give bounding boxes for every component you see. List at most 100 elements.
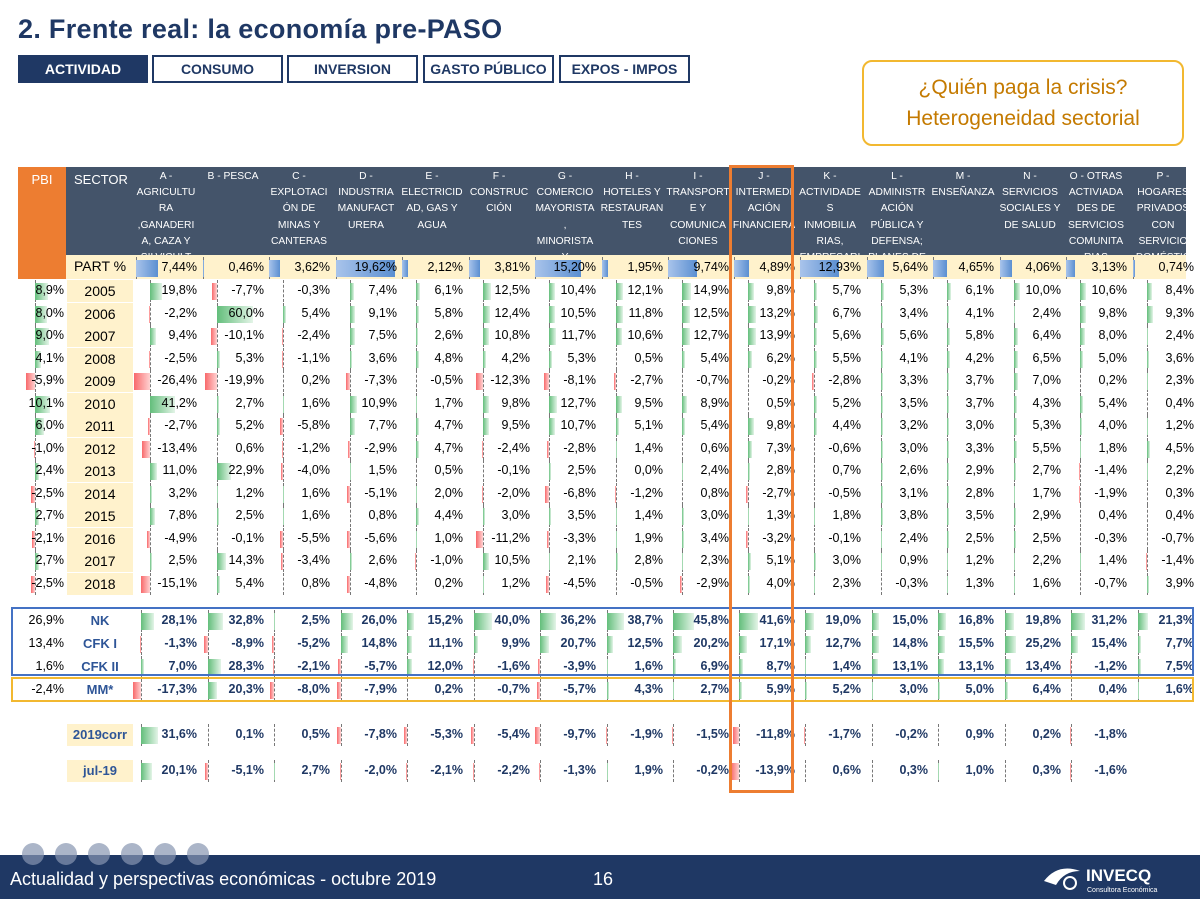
tab-gasto-publico[interactable]: GASTO PÚBLICO — [423, 55, 554, 83]
cell-value: 0,2% — [434, 682, 464, 696]
bar-axis — [549, 482, 551, 505]
cell-value: 5,3% — [1032, 418, 1062, 432]
cell-value: 9,8% — [1098, 305, 1128, 320]
value-cell: 3,0% — [797, 550, 863, 572]
grid-icon[interactable] — [121, 843, 143, 865]
menu-icon[interactable] — [187, 843, 209, 865]
cell-value: 38,7% — [627, 613, 663, 627]
data-bar — [217, 508, 219, 525]
year-label: 2009 — [67, 370, 133, 392]
value-cell: 1,6% — [266, 392, 332, 415]
cell-value: 2,9% — [1032, 508, 1062, 522]
data-bar — [35, 418, 44, 435]
value-cell: -5,9% — [18, 370, 66, 392]
cell-value: -11,2% — [491, 530, 530, 545]
cell-value: 9,5% — [501, 418, 531, 432]
data-bar — [33, 440, 35, 458]
data-bar — [350, 350, 353, 368]
bar-axis — [217, 325, 219, 347]
value-cell: -5,6% — [333, 527, 399, 550]
nav-icon[interactable] — [55, 843, 77, 865]
bar-axis — [616, 460, 618, 482]
bar-axis — [805, 724, 807, 746]
cell-value: 2,4% — [700, 463, 730, 477]
sector-header-line: EXPLOTACI — [270, 187, 328, 199]
value-cell: 1,3% — [731, 505, 797, 527]
data-bar — [473, 659, 474, 676]
value-cell: -1,3% — [532, 760, 598, 782]
data-bar — [31, 485, 35, 503]
value-cell: 10,5% — [466, 550, 532, 572]
value-cell: 4,3% — [599, 679, 665, 701]
value-cell: 2,7% — [18, 550, 66, 572]
tab-consumo[interactable]: CONSUMO — [152, 55, 283, 83]
data-bar — [1147, 283, 1153, 300]
value-cell: -0,1% — [797, 527, 863, 550]
cell-value: -1,9% — [630, 727, 663, 741]
data-bar — [1146, 553, 1147, 570]
cell-value: -0,2% — [762, 373, 795, 387]
value-cell: 10,6% — [599, 325, 665, 347]
data-bar — [217, 463, 231, 480]
data-bar — [35, 463, 39, 480]
cell-value: -0,7% — [497, 682, 530, 696]
bar-axis — [540, 656, 542, 678]
tab-inversion[interactable]: INVERSION — [287, 55, 418, 83]
value-cell: 2,2% — [1130, 460, 1196, 482]
cell-value: 7,4% — [368, 283, 398, 297]
nav-icon[interactable] — [22, 843, 44, 865]
cell-value: 26,9% — [28, 613, 64, 627]
data-bar — [1014, 418, 1018, 435]
cell-value: 5,4% — [700, 418, 730, 432]
value-cell: 14,9% — [665, 280, 731, 302]
cell-value: -2,9% — [364, 440, 397, 455]
cell-value: -11,8% — [756, 727, 795, 741]
cell-value: -17,3% — [157, 682, 197, 696]
value-cell: 1,2% — [466, 572, 532, 595]
data-bar — [1014, 553, 1016, 570]
value-cell: 0,6% — [797, 760, 863, 782]
value-cell: -0,6% — [797, 437, 863, 460]
cell-value: 0,6% — [235, 440, 265, 455]
data-bar — [474, 636, 479, 653]
value-cell: 4,1% — [930, 302, 996, 325]
bar-axis — [416, 550, 418, 572]
value-cell: 5,1% — [599, 415, 665, 437]
cell-value: 40,0% — [494, 613, 530, 627]
value-cell: 3,8% — [864, 505, 930, 527]
value-cell: -2,4% — [466, 437, 532, 460]
tab-actividad[interactable]: ACTIVIDAD — [18, 55, 148, 83]
pen-icon[interactable] — [88, 843, 110, 865]
bar-axis — [616, 572, 618, 595]
search-icon[interactable] — [154, 843, 176, 865]
value-cell: 5,6% — [797, 325, 863, 347]
value-cell: 14,8% — [333, 633, 399, 655]
data-bar — [133, 682, 141, 699]
data-bar — [273, 659, 274, 676]
data-bar — [867, 260, 884, 277]
cell-value: 2,8% — [965, 485, 995, 500]
tab-expos-impos[interactable]: EXPOS - IMPOS — [559, 55, 690, 83]
cell-value: 2,8% — [634, 553, 664, 567]
value-cell: -0,2% — [731, 370, 797, 392]
data-bar — [407, 613, 414, 630]
cell-value: -2,5% — [164, 350, 197, 365]
data-bar — [35, 508, 40, 525]
cell-value: 3,3% — [965, 440, 995, 455]
cell-value: 5,3% — [899, 283, 929, 297]
data-bar — [947, 305, 950, 323]
data-bar — [483, 553, 490, 570]
cell-value: -1,2% — [1094, 659, 1127, 673]
sector-header-cell: E - ELECTRICID AD, GAS Y AGUA — [399, 167, 465, 255]
cell-value: -2,8% — [828, 373, 861, 387]
value-cell: 3,62% — [266, 257, 332, 279]
data-bar — [26, 373, 35, 390]
value-cell: 7,0% — [133, 656, 199, 678]
value-cell: -7,9% — [333, 679, 399, 701]
sector-header-cell: G - COMERCIO MAYORISTA, MINORISTA Y — [532, 167, 598, 255]
period-label: NK — [90, 613, 110, 628]
data-bar — [938, 659, 944, 676]
sector-header-line: MINAS Y — [277, 219, 321, 231]
data-bar — [881, 440, 883, 458]
mm-box — [11, 677, 1194, 702]
